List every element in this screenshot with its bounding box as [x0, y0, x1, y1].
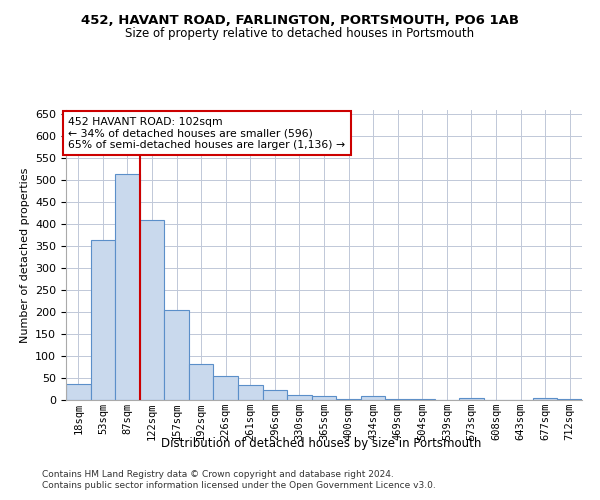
Bar — [385, 398, 410, 400]
Text: 452 HAVANT ROAD: 102sqm
← 34% of detached houses are smaller (596)
65% of semi-d: 452 HAVANT ROAD: 102sqm ← 34% of detache… — [68, 116, 346, 150]
Bar — [263, 390, 287, 400]
Bar — [189, 364, 214, 400]
Bar — [459, 398, 484, 400]
Bar — [214, 376, 238, 400]
Bar — [336, 399, 361, 400]
Bar — [557, 398, 582, 400]
Text: Contains HM Land Registry data © Crown copyright and database right 2024.: Contains HM Land Registry data © Crown c… — [42, 470, 394, 479]
Bar — [361, 396, 385, 400]
Bar — [312, 396, 336, 400]
Bar — [164, 310, 189, 400]
Bar — [410, 398, 434, 400]
Bar — [66, 384, 91, 400]
Bar — [287, 394, 312, 400]
Text: 452, HAVANT ROAD, FARLINGTON, PORTSMOUTH, PO6 1AB: 452, HAVANT ROAD, FARLINGTON, PORTSMOUTH… — [81, 14, 519, 27]
Text: Contains public sector information licensed under the Open Government Licence v3: Contains public sector information licen… — [42, 481, 436, 490]
Bar — [238, 384, 263, 400]
Y-axis label: Number of detached properties: Number of detached properties — [20, 168, 29, 342]
Bar — [115, 174, 140, 400]
Bar — [533, 398, 557, 400]
Bar — [91, 240, 115, 400]
Text: Size of property relative to detached houses in Portsmouth: Size of property relative to detached ho… — [125, 28, 475, 40]
Bar — [140, 220, 164, 400]
Text: Distribution of detached houses by size in Portsmouth: Distribution of detached houses by size … — [161, 438, 481, 450]
